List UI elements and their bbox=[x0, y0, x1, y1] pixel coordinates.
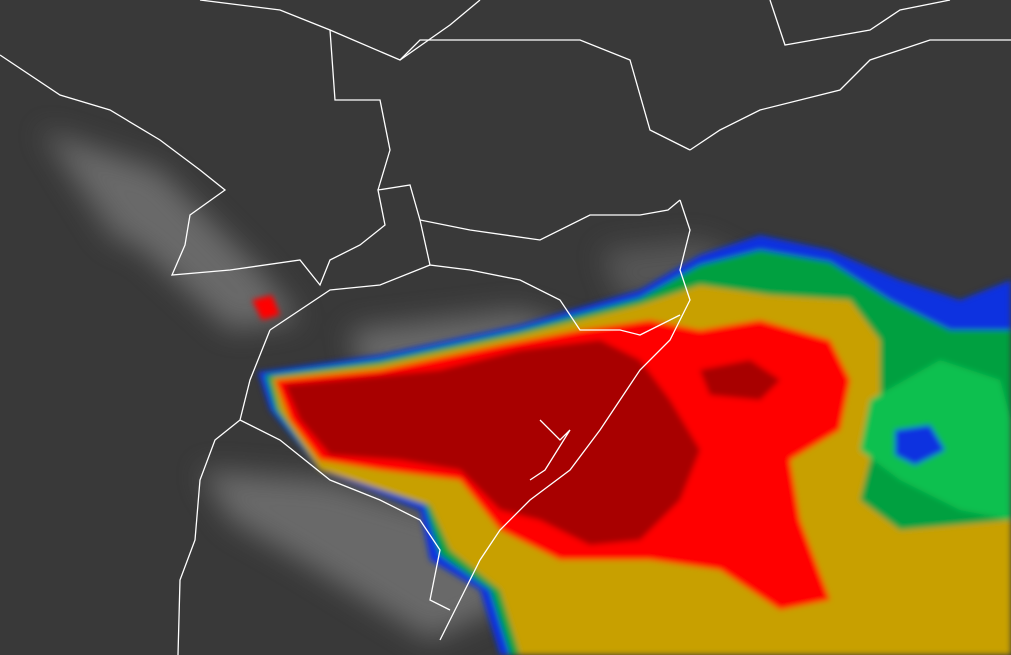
level-darkred bbox=[285, 340, 700, 545]
cloud-top-levels bbox=[252, 235, 1011, 655]
level-darkred-east bbox=[700, 360, 780, 400]
small-cell bbox=[252, 295, 280, 320]
level-blue-core bbox=[895, 425, 945, 465]
